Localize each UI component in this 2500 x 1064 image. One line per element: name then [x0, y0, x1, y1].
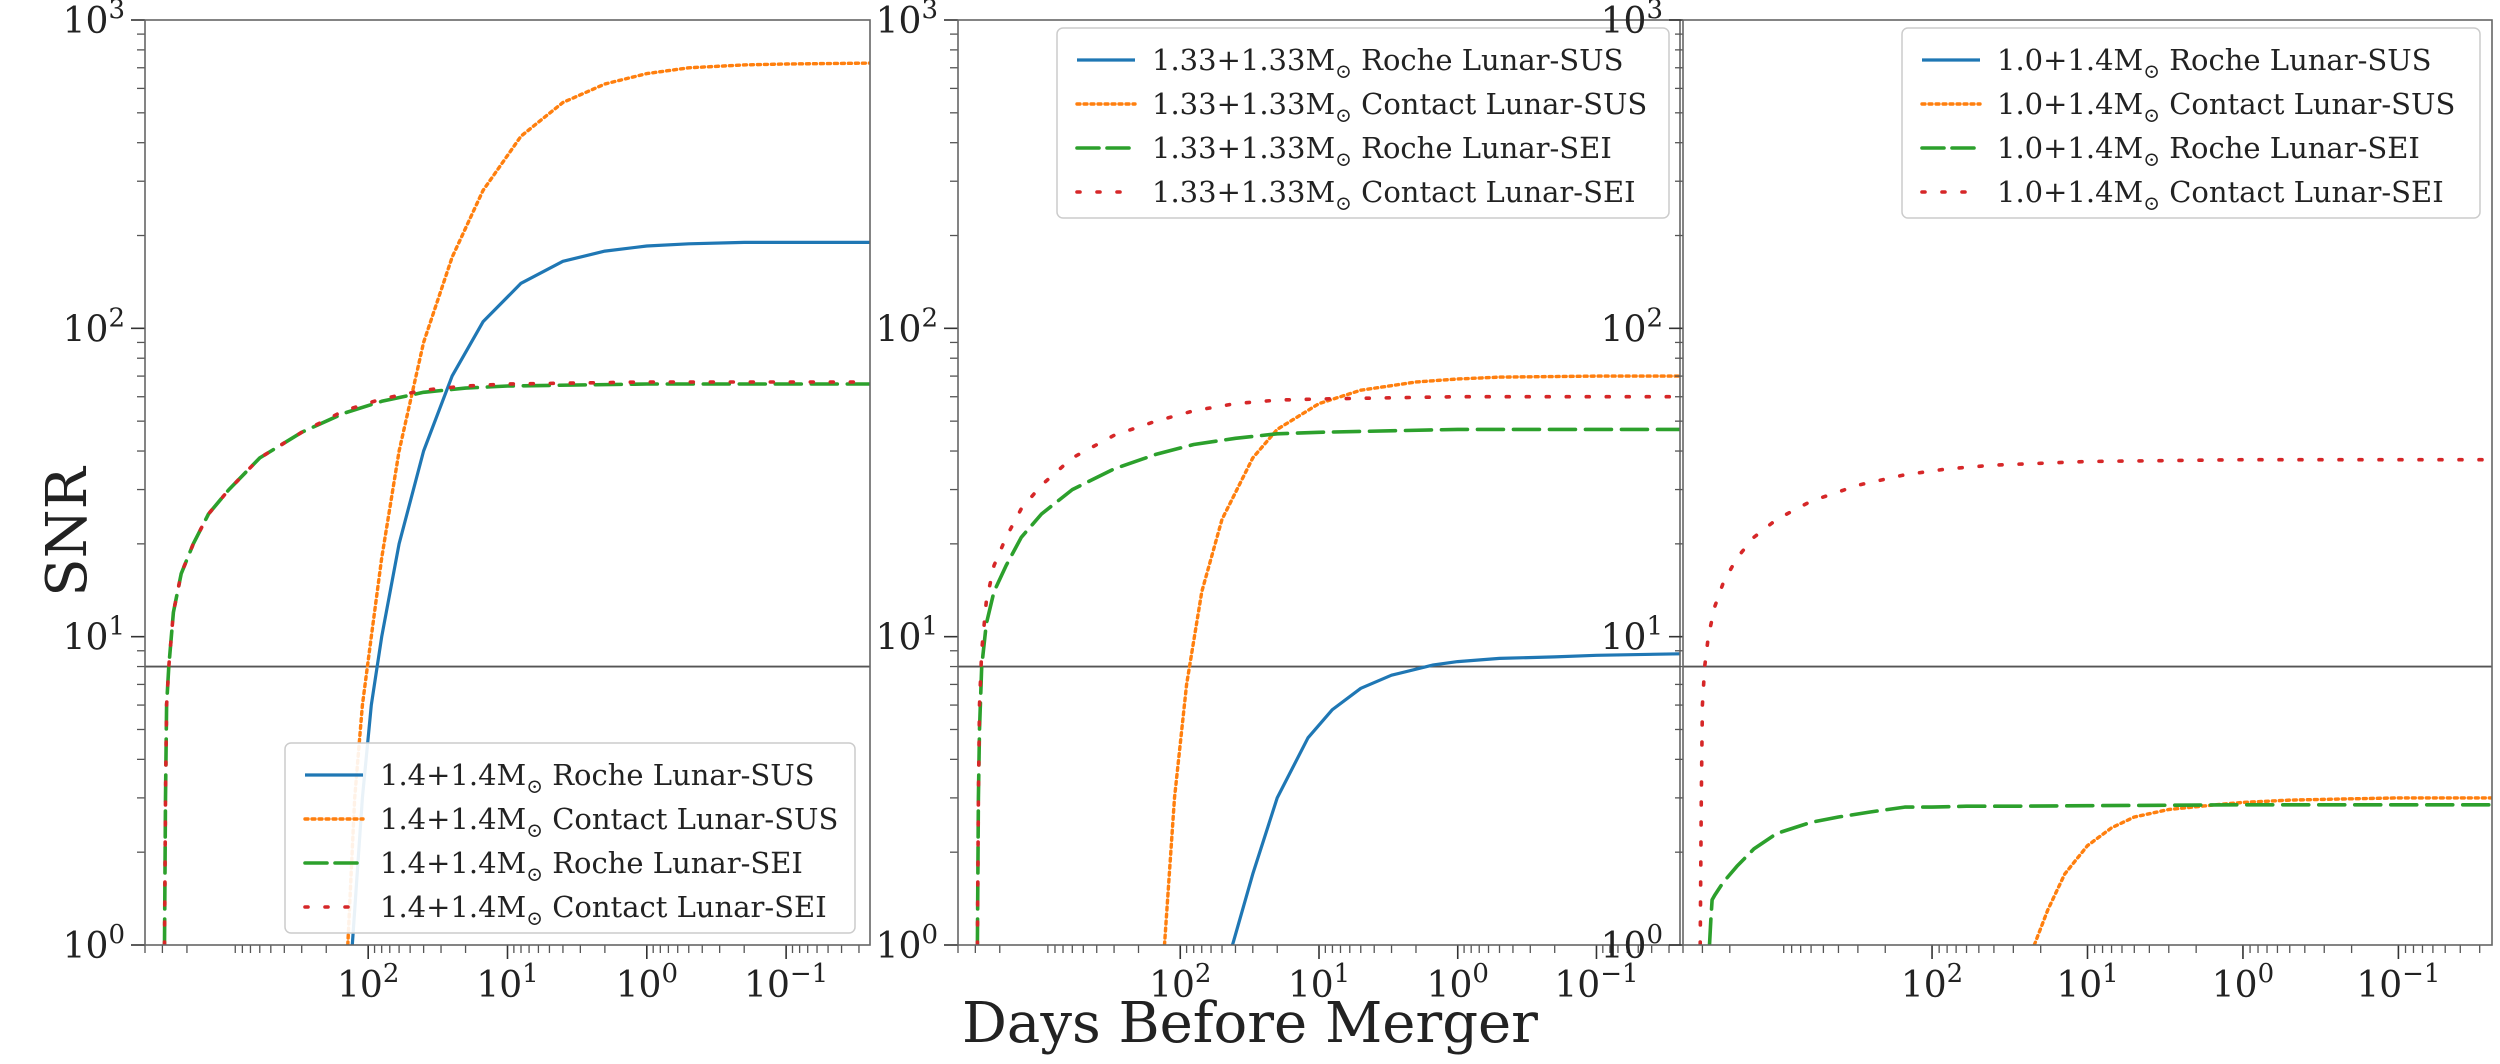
y-tick-label: 103 — [1601, 0, 1663, 42]
y-tick-label: 102 — [63, 303, 125, 350]
y-tick-label: 100 — [876, 920, 938, 967]
series-line-roche-sus — [1230, 652, 1680, 945]
y-tick-label: 103 — [63, 0, 125, 42]
legend-label: 1.4+1.4M⊙ Contact Lunar-SEI — [380, 890, 827, 930]
x-tick-label: 10−1 — [1554, 959, 1638, 1006]
axes-frame — [144, 19, 871, 946]
x-tick-label: 102 — [337, 959, 399, 1006]
legend-label: 1.4+1.4M⊙ Roche Lunar-SUS — [380, 758, 815, 798]
x-tick-label: 101 — [1288, 959, 1350, 1006]
axes-frame — [1682, 19, 2493, 946]
y-tick-label: 101 — [876, 612, 938, 659]
y-tick-label: 103 — [876, 0, 938, 42]
y-tick-label: 100 — [1601, 920, 1663, 967]
x-tick-label: 102 — [1149, 959, 1211, 1006]
series-line-contact-sus — [1162, 374, 1680, 945]
series-line-contact-sei — [1698, 457, 2492, 945]
legend-box — [1056, 27, 1670, 219]
y-tick-label: 100 — [63, 920, 125, 967]
series-line-contact-sei — [162, 380, 870, 945]
panel-left: 102 101 100 10−1 100 101 102 103 1.4+1.4M⊙ Roche… — [63, 0, 871, 1006]
legend-label: 1.0+1.4M⊙ Roche Lunar-SUS — [1997, 43, 2432, 83]
legend-label: 1.33+1.33M⊙ Roche Lunar-SEI — [1152, 131, 1612, 171]
series-group — [162, 61, 870, 945]
y-axis-label: SNR — [35, 465, 100, 596]
series-group — [1698, 457, 2492, 945]
y-tick-label: 101 — [63, 612, 125, 659]
series-line-roche-sus — [350, 240, 870, 945]
x-tick-label: 10−1 — [2356, 959, 2440, 1006]
x-tick-label: 100 — [616, 959, 678, 1006]
legend-label: 1.0+1.4M⊙ Roche Lunar-SEI — [1997, 131, 2420, 171]
x-tick-label: 100 — [2212, 959, 2274, 1006]
legend-label: 1.33+1.33M⊙ Contact Lunar-SEI — [1152, 175, 1636, 215]
y-tick-label: 102 — [876, 303, 938, 350]
legend-label: 1.4+1.4M⊙ Contact Lunar-SUS — [380, 802, 838, 842]
x-tick-label: 102 — [1901, 959, 1963, 1006]
y-tick-label: 102 — [1601, 303, 1663, 350]
series-group — [975, 374, 1680, 945]
legend-label: 1.0+1.4M⊙ Contact Lunar-SEI — [1997, 175, 2444, 215]
x-tick-label: 101 — [476, 959, 538, 1006]
x-tick-label: 100 — [1427, 959, 1489, 1006]
x-tick-label: 10−1 — [744, 959, 828, 1006]
axes-frame — [957, 19, 1681, 946]
legend-box — [1901, 27, 2481, 219]
series-line-contact-sei — [975, 394, 1680, 945]
legend-label: 1.33+1.33M⊙ Contact Lunar-SUS — [1152, 87, 1647, 127]
panel-right: 102 101 100 10−1 100 101 102 103 1.0+1.4M⊙ Roche… — [1601, 0, 2493, 1006]
x-tick-label: 101 — [2056, 959, 2118, 1006]
legend-box — [284, 742, 856, 934]
series-line-roche-sei — [1707, 803, 2492, 945]
y-tick-label: 101 — [1601, 612, 1663, 659]
legend-label: 1.33+1.33M⊙ Roche Lunar-SUS — [1152, 43, 1623, 83]
series-line-contact-sus — [346, 61, 870, 945]
series-line-roche-sei — [975, 427, 1680, 945]
x-axis-label: Days Before Merger — [962, 991, 1538, 1056]
legend-label: 1.0+1.4M⊙ Contact Lunar-SUS — [1997, 87, 2455, 127]
legend-label: 1.4+1.4M⊙ Roche Lunar-SEI — [380, 846, 803, 886]
series-line-contact-sus — [2032, 796, 2492, 945]
